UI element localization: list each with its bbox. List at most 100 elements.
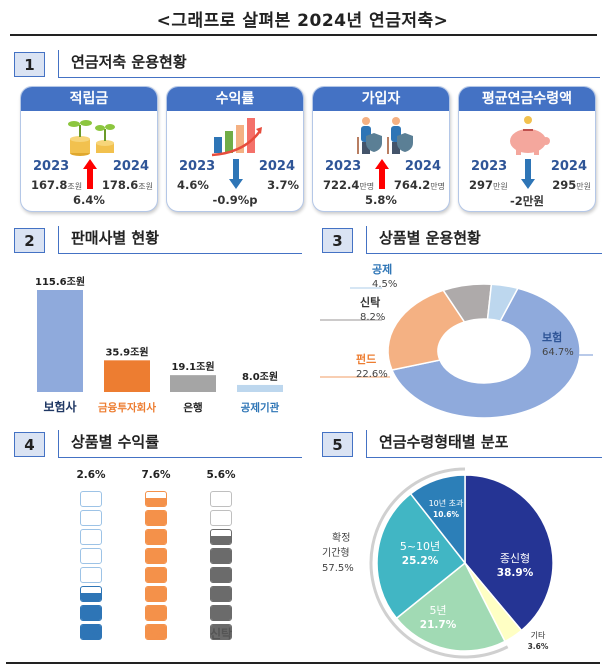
donut-value-label: 8.2% [360,312,385,323]
bar-금융투자회사 [104,360,150,392]
battery-cell [210,567,232,583]
donut-category-label: 펀드 [356,352,376,366]
donut-category-label: 공제 [372,262,392,276]
value-start: 167.8조원 [31,178,83,192]
bar-data-label: 115.6조원 [35,275,85,288]
battery-cell [80,548,102,564]
battery-cell [210,491,232,507]
section-1-number: 1 [14,52,45,77]
arrow-up-icon [375,159,389,189]
donut-slice-보험 [390,287,581,419]
payout-type-pie-chart: 종신형 38.9% 기타 3.6% 5년 21.7% 5~10년 25.2% 10년 초과 10.… [322,467,554,659]
year-end: 2024 [112,159,149,174]
pie-value-label: 21.7% [420,619,457,631]
battery-cell [210,510,232,526]
year-start: 2023 [33,159,70,174]
card-title: 수익률 [167,87,303,111]
card-title: 적립금 [21,87,157,111]
card-1: 적립금 2023 2024 167.8조원 178.6조원 6.4% [20,86,158,212]
return-value-label: 5.6% [206,469,236,481]
pie-value-label: 38.9% [497,567,534,579]
bottom-divider [6,662,600,664]
bar-data-label: 35.9조원 [105,345,148,358]
battery-cell [145,510,167,526]
section-2-number: 2 [14,228,45,253]
pie-category-label: 5~10년 [400,540,440,553]
pie-category-label: 기타 [531,631,546,640]
year-start: 2023 [325,159,362,174]
piggy-bank-icon [510,116,550,155]
donut-category-label: 신탁 [360,295,380,309]
value-end: 295만원 [552,178,591,192]
pie-slice-5~10년 [376,492,467,620]
battery-cell [80,567,102,583]
bar-category-label: 금융투자회사 [98,401,156,414]
battery-cell [80,510,102,526]
card-3: 가입자 2023 2024 722.4만명 764.2만명 5.8% [312,86,450,212]
product-donut-chart: 보험 64.7% 펀드 22.6% 신탁 8.2% 공제 4.5% [320,262,593,419]
bar-공제기관 [237,384,283,392]
year-start: 2023 [471,159,508,174]
group-bracket [369,467,509,659]
battery-column-펀드 [145,489,167,641]
change-value: -0.9%p [212,193,258,207]
return-value-label: 7.6% [141,469,171,481]
pie-slice-10년 초과 [409,474,466,566]
card-title: 가입자 [313,87,449,111]
year-start: 2023 [179,159,216,174]
battery-cell [145,605,167,621]
title-divider [10,34,597,36]
page-title: <그래프로 살펴본 2024년 연금저축> [156,11,449,31]
group-label-value: 57.5% [322,563,354,574]
value-end: 178.6조원 [101,178,153,192]
change-value: 6.4% [73,193,105,207]
pie-slice-5년 [395,561,506,652]
card-4: 평균연금수령액 2023 2024 297만원 295만원 -2만원 [458,86,596,212]
bar-category-label: 보험사 [43,399,76,414]
value-end: 764.2만명 [393,178,445,192]
battery-cell [80,491,102,507]
arrow-down-icon [229,159,243,189]
elderly-shield-icon [357,117,413,154]
pie-category-label: 10년 초과 [429,498,464,508]
return-category-label: 신탁 [209,627,233,641]
return-value-label: 2.6% [76,469,106,481]
bar-category-label: 은행 [183,401,202,414]
donut-category-label: 보험 [542,330,562,344]
section-2-title: 판매사별 현황 [58,226,302,254]
return-category-label: 펀드 [144,627,168,641]
donut-slice-공제 [486,283,519,322]
section-5-title: 연금수령형태별 분포 [366,430,602,458]
battery-cell [145,567,167,583]
battery-cell [80,529,102,545]
battery-cell [145,624,167,640]
pie-value-label: 3.6% [528,642,549,651]
change-value: -2만원 [510,194,544,208]
battery-cell [210,605,232,621]
value-start: 722.4만명 [323,178,375,192]
group-label-line1: 확정 [332,532,350,544]
arrow-up-icon [83,159,97,189]
growth-chart-icon [211,118,262,157]
value-start: 4.6% [177,178,209,192]
battery-cell [80,605,102,621]
donut-value-label: 64.7% [542,347,574,358]
bar-보험사 [37,290,83,392]
card-2: 수익률 2023 2024 4.6% 3.7% -0.9%p [166,86,304,212]
bar-category-label: 공제기관 [241,401,280,414]
battery-column-신탁 [210,489,232,641]
year-end: 2024 [550,159,587,174]
battery-cell [210,586,232,602]
group-label-line2: 기간형 [322,547,350,559]
return-category-label: 보험 [79,627,103,641]
section-4-number: 4 [14,432,45,457]
donut-slice-펀드 [387,289,466,371]
card-title: 평균연금수령액 [459,87,595,111]
pie-slice-종신형 [464,474,554,632]
section-1-title: 연금저축 운용현황 [58,50,600,78]
pie-value-label: 10.6% [433,510,460,519]
coin-plant-icon [68,120,115,156]
battery-column-보험 [80,489,102,641]
battery-cell [80,586,102,602]
bar-data-label: 19.1조원 [171,360,214,373]
